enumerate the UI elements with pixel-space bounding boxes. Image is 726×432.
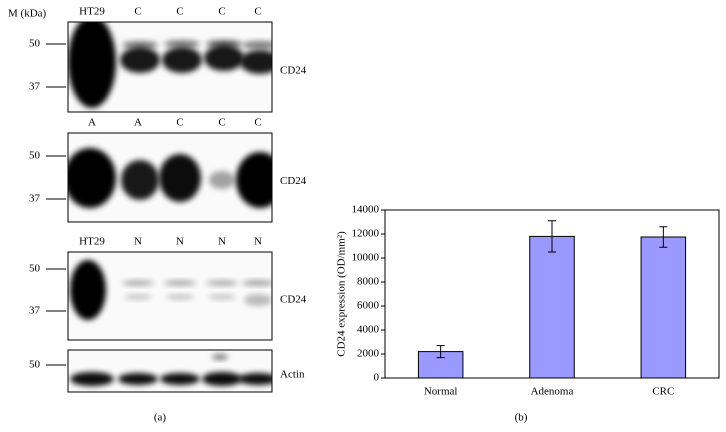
lane-label: C: [176, 6, 183, 18]
band: [209, 171, 235, 189]
lane-label: N: [176, 236, 184, 248]
lane-label: HT29: [79, 6, 105, 18]
bands: [70, 260, 272, 320]
y-tick-label: 6000: [357, 300, 380, 312]
band: [208, 294, 236, 300]
band: [242, 280, 272, 286]
lane-label: A: [134, 117, 142, 129]
band: [240, 50, 272, 74]
bands: [68, 22, 272, 108]
marker-label: 37: [29, 81, 41, 93]
lane-label: N: [134, 236, 142, 248]
band: [70, 372, 114, 386]
lane-label: C: [218, 6, 225, 18]
bands: [70, 354, 272, 386]
blot: [67, 251, 273, 341]
y-tick-label: 4000: [357, 324, 380, 336]
band: [206, 40, 242, 48]
band: [122, 41, 158, 49]
error-bar: [659, 226, 668, 248]
x-tick-label: Normal: [424, 386, 458, 398]
band: [242, 41, 272, 49]
marker-label: 37: [29, 305, 41, 317]
lane-label: HT29: [79, 236, 105, 248]
mass-label: M (kDa): [8, 8, 47, 20]
target-label: CD24: [280, 175, 307, 187]
marker-label: 50: [29, 263, 41, 275]
marker-label: 37: [29, 193, 41, 205]
lane-label: N: [254, 236, 262, 248]
band: [236, 152, 272, 208]
band: [68, 22, 116, 108]
y-tick-label: 10000: [352, 252, 380, 264]
band: [238, 373, 272, 385]
band: [164, 40, 200, 48]
band: [159, 154, 201, 202]
band: [68, 148, 116, 208]
y-tick-label: 14000: [352, 204, 380, 216]
bar: [529, 235, 575, 379]
band: [124, 294, 152, 300]
band: [164, 280, 196, 286]
bar: [417, 351, 464, 379]
band: [212, 354, 228, 360]
band: [121, 160, 159, 200]
blot-frame: [67, 349, 273, 393]
caption: (b): [515, 412, 528, 424]
blot: [67, 21, 273, 113]
lane-label: C: [134, 6, 141, 18]
x-tick-label: Adenoma: [531, 386, 574, 398]
band: [122, 280, 154, 286]
lane-label: C: [254, 6, 261, 18]
target-label: CD24: [280, 294, 307, 306]
band: [70, 260, 106, 320]
lane-label: C: [254, 117, 261, 129]
blot: [67, 132, 273, 223]
band: [244, 294, 272, 306]
lane-label: C: [218, 117, 225, 129]
marker-label: 50: [29, 150, 41, 162]
marker-label: 50: [29, 38, 41, 50]
lane-label: A: [88, 117, 96, 129]
blot: [67, 349, 273, 393]
y-tick-label: 12000: [352, 228, 380, 240]
y-axis-label: CD24 expression (OD/mm²): [336, 231, 348, 357]
band: [204, 45, 244, 71]
y-tick-label: 8000: [357, 276, 380, 288]
error-bar: [436, 345, 445, 359]
lane-label: C: [176, 117, 183, 129]
target-label: Actin: [280, 369, 305, 381]
band: [202, 372, 242, 386]
band: [120, 47, 160, 73]
y-tick-label: 0: [374, 372, 380, 384]
band: [118, 373, 158, 385]
band: [160, 373, 200, 385]
caption: (a): [154, 412, 167, 424]
band: [206, 280, 238, 286]
target-label: CD24: [280, 65, 307, 77]
marker-label: 50: [29, 359, 41, 371]
band: [166, 294, 194, 300]
error-bar: [548, 220, 556, 253]
x-tick-label: CRC: [652, 386, 674, 398]
band: [162, 47, 202, 73]
bar: [640, 236, 687, 379]
lane-label: N: [218, 236, 226, 248]
bands: [68, 148, 272, 208]
y-tick-label: 2000: [357, 348, 380, 360]
